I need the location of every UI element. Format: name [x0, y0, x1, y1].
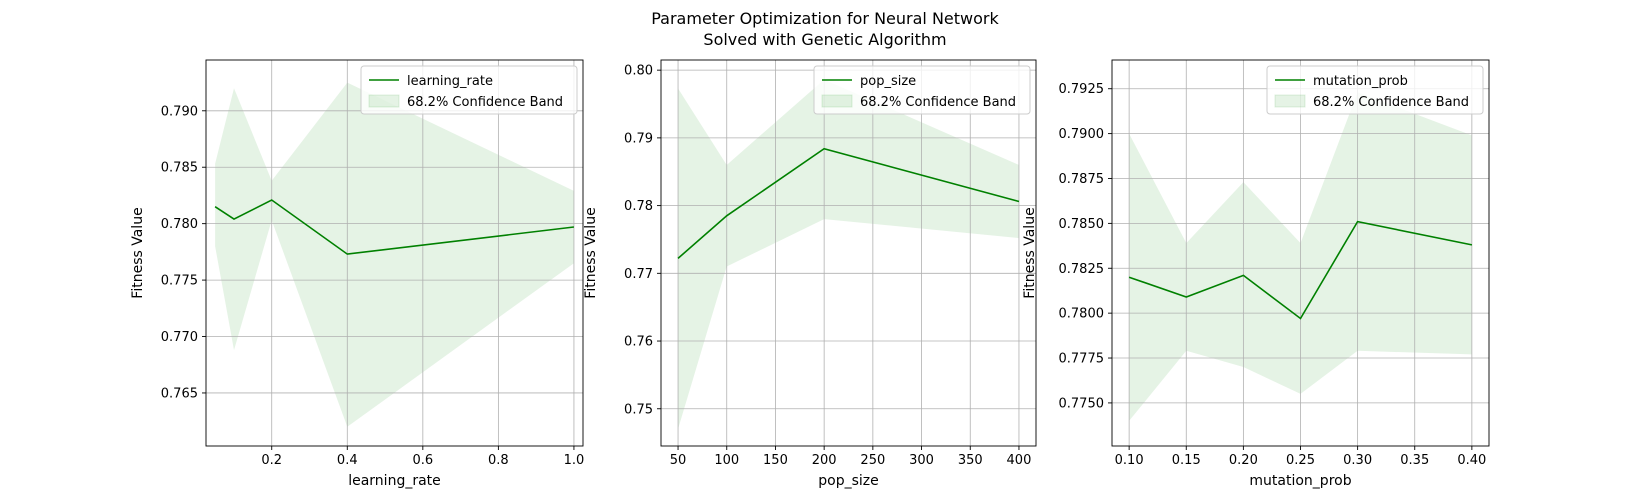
x-tick-label: 0.2: [261, 453, 282, 468]
y-tick-label: 0.75: [624, 402, 653, 417]
x-tick-label: 300: [909, 453, 934, 468]
x-tick-label: 0.10: [1115, 453, 1144, 468]
y-tick-label: 0.76: [624, 335, 653, 350]
y-tick-label: 0.785: [161, 161, 198, 176]
legend-box: [1266, 65, 1484, 115]
y-tick-label: 0.775: [161, 274, 198, 289]
y-tick-label: 0.7825: [1059, 262, 1105, 277]
x-tick-label: 150: [763, 453, 788, 468]
x-tick-label: 250: [860, 453, 885, 468]
x-tick-label: 0.35: [1400, 453, 1429, 468]
series-line: [214, 199, 574, 255]
x-tick-label: 0.30: [1343, 453, 1372, 468]
y-tick-label: 0.80: [624, 64, 653, 79]
legend-series-label: pop_size: [860, 74, 916, 89]
y-tick-label: 0.7900: [1059, 127, 1105, 142]
x-tick-label: 50: [670, 453, 687, 468]
legend-series-label: mutation_prob: [1313, 74, 1408, 89]
legend-band-label: 68.2% Confidence Band: [1313, 95, 1469, 110]
y-tick-label: 0.7775: [1059, 352, 1105, 367]
y-tick-label: 0.7800: [1059, 307, 1105, 322]
y-axis-label: Fitness Value: [583, 207, 599, 298]
x-tick-label: 0.40: [1457, 453, 1486, 468]
figure-title-line-2: Solved with Genetic Algorithm: [703, 30, 947, 49]
x-axis-label: mutation_prob: [1249, 473, 1351, 489]
subplot-1: 0.2 0.4 0.6 0.8 1.0 0.765 0.770 0.775 0.780 0.785…: [130, 59, 585, 489]
legend-box: [360, 65, 578, 115]
legend: learning_rate 68.2% Confidence Band: [360, 65, 578, 115]
subplot-2: 50 100 150 200 250 300 350 400 0.75 0.76 0.77 0.78 0…: [583, 59, 1037, 489]
legend-band-swatch: [1274, 94, 1306, 108]
subplot-3: 0.10 0.15 0.20 0.25 0.30 0.35 0.40 0.7750 0.7775…: [1022, 59, 1490, 489]
y-tick-label: 0.7925: [1059, 82, 1105, 97]
confidence-band: [678, 79, 1019, 430]
legend-band-label: 68.2% Confidence Band: [860, 95, 1016, 110]
x-axis-label: learning_rate: [348, 473, 441, 489]
y-tick-label: 0.7875: [1059, 172, 1105, 187]
x-tick-label: 0.6: [412, 453, 433, 468]
series-line: [1128, 220, 1473, 320]
legend: pop_size 68.2% Confidence Band: [813, 65, 1031, 115]
figure-title-line-1: Parameter Optimization for Neural Networ…: [651, 9, 999, 28]
x-axis-label: pop_size: [818, 473, 878, 489]
y-tick-label: 0.770: [161, 330, 198, 345]
y-tick-label: 0.7750: [1059, 396, 1105, 411]
x-tick-label: 0.4: [337, 453, 358, 468]
y-tick-label: 0.780: [161, 217, 198, 232]
x-tick-label: 100: [714, 453, 739, 468]
y-axis-label: Fitness Value: [130, 207, 146, 298]
x-tick-label: 0.8: [488, 453, 509, 468]
legend: mutation_prob 68.2% Confidence Band: [1266, 65, 1484, 115]
x-tick-label: 200: [812, 453, 837, 468]
legend-band-label: 68.2% Confidence Band: [407, 95, 563, 110]
x-tick-label: 350: [958, 453, 983, 468]
x-tick-label: 1.0: [564, 453, 585, 468]
y-tick-label: 0.78: [624, 199, 653, 214]
x-tick-label: 400: [1007, 453, 1032, 468]
axes-frame: [205, 59, 584, 447]
y-tick-label: 0.79: [624, 131, 653, 146]
confidence-band: [215, 82, 574, 427]
legend-band-swatch: [821, 94, 853, 108]
y-tick-label: 0.790: [161, 104, 198, 119]
x-tick-label: 0.20: [1229, 453, 1258, 468]
x-tick-label: 0.15: [1172, 453, 1201, 468]
axes-frame: [660, 59, 1037, 447]
legend-band-swatch: [368, 94, 400, 108]
x-tick-label: 0.25: [1286, 453, 1315, 468]
y-tick-label: 0.765: [161, 386, 198, 401]
series-line: [677, 147, 1020, 260]
legend-series-label: learning_rate: [407, 74, 493, 89]
legend-box: [813, 65, 1031, 115]
y-tick-label: 0.7850: [1059, 217, 1105, 232]
y-axis-label: Fitness Value: [1022, 207, 1038, 298]
y-tick-label: 0.77: [624, 267, 653, 282]
